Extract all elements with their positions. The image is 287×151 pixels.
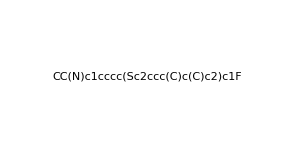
Text: CC(N)c1cccc(Sc2ccc(C)c(C)c2)c1F: CC(N)c1cccc(Sc2ccc(C)c(C)c2)c1F [52, 71, 242, 81]
